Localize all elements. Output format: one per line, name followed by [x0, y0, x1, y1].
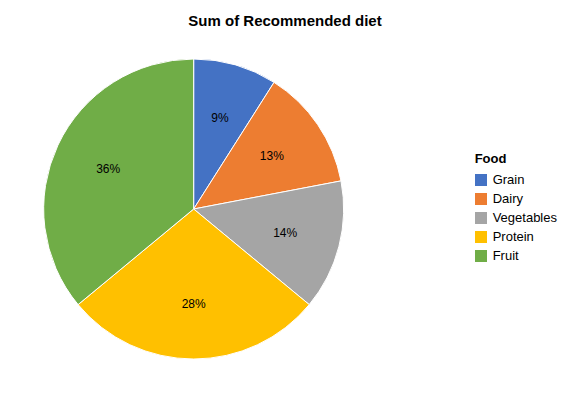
svg-text:14%: 14%	[273, 226, 297, 240]
html-text:Vegetables: Vegetables	[492, 210, 557, 225]
svg-text:28%: 28%	[182, 297, 206, 311]
html-text:Sum of Recommended diet: Sum of Recommended diet	[188, 12, 382, 29]
svg-text:36%: 36%	[96, 162, 120, 176]
html-text:Protein: Protein	[492, 229, 534, 244]
svg-text:13%: 13%	[260, 149, 284, 163]
html-text:Food: Food	[474, 151, 507, 166]
html-text:Grain: Grain	[492, 172, 525, 187]
html-text:Fruit: Fruit	[492, 248, 519, 263]
html-text:Dairy: Dairy	[492, 191, 523, 206]
svg-text:9%: 9%	[211, 111, 229, 125]
